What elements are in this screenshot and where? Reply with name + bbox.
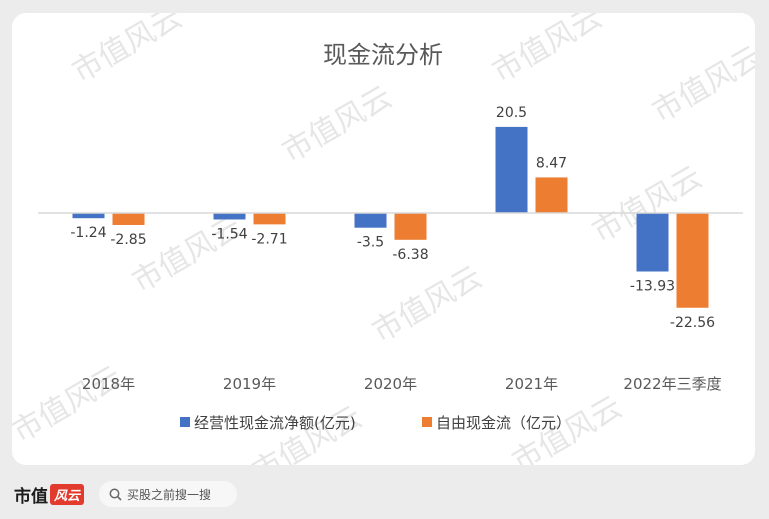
x-tick-label: 2020年 <box>364 375 417 393</box>
legend-label: 经营性现金流净额(亿元) <box>194 414 356 432</box>
search-box[interactable]: 买股之前搜一搜 <box>99 481 237 507</box>
bar-free-cash-flow <box>676 213 709 308</box>
data-label: 20.5 <box>496 105 527 121</box>
watermark-text: 市值风云 <box>487 13 608 90</box>
chart-card: 市值风云 市值风云 市值风云 市值风云 市值风云 市值风云 市值风云 市值风云 市值风云 市值风云… <box>12 13 755 465</box>
footer-bar: 市值 风云 买股之前搜一搜 <box>0 466 769 519</box>
watermark-text: 市值风云 <box>67 13 188 90</box>
legend-label: 自由现金流（亿元） <box>436 414 571 432</box>
data-label: -22.56 <box>670 315 715 331</box>
bar-operating-cash-flow <box>636 213 669 272</box>
watermark-text: 市值风云 <box>247 400 368 465</box>
bar-operating-cash-flow <box>354 213 387 228</box>
data-label: -13.93 <box>630 279 675 295</box>
watermark-text: 市值风云 <box>127 210 248 300</box>
x-tick-label: 2018年 <box>82 375 135 393</box>
search-icon <box>109 488 122 501</box>
data-label: -2.71 <box>251 231 287 247</box>
legend-swatch <box>422 417 432 427</box>
bar-operating-cash-flow <box>213 213 246 220</box>
data-label: -1.24 <box>70 225 106 241</box>
search-placeholder: 买股之前搜一搜 <box>127 487 212 502</box>
bar-free-cash-flow <box>112 213 145 225</box>
bar-free-cash-flow <box>253 213 286 225</box>
data-label: -3.5 <box>357 235 384 251</box>
data-label: -6.38 <box>392 247 428 263</box>
legend-swatch <box>180 417 190 427</box>
watermark-text: 市值风云 <box>647 40 755 130</box>
chart-title: 现金流分析 <box>323 41 443 69</box>
data-label: -2.85 <box>110 232 146 248</box>
x-axis-labels: 2018年 2019年 2020年 2021年 2022年三季度 <box>82 375 722 393</box>
bar-free-cash-flow <box>535 177 568 213</box>
x-tick-label: 2022年三季度 <box>623 375 721 393</box>
legend: 经营性现金流净额(亿元) 自由现金流（亿元） <box>180 414 571 432</box>
x-tick-label: 2019年 <box>223 375 276 393</box>
bar-operating-cash-flow <box>495 126 528 213</box>
brand-name: 市值 <box>14 486 48 507</box>
watermark-text: 市值风云 <box>277 80 398 170</box>
bar-operating-cash-flow <box>72 213 105 219</box>
bars-layer: -1.24 -2.85 -1.54 -2.71 -3.5 -6.38 20.5 8.47 -13… <box>70 105 715 331</box>
data-label: 8.47 <box>536 155 567 171</box>
x-tick-label: 2021年 <box>505 375 558 393</box>
bar-free-cash-flow <box>394 213 427 240</box>
brand-mark: 风云 <box>50 483 85 505</box>
data-label: -1.54 <box>211 226 247 242</box>
watermark-text: 市值风云 <box>367 260 488 350</box>
brand-logo: 市值 风云 <box>14 483 85 507</box>
watermark-text: 市值风云 <box>12 360 128 450</box>
